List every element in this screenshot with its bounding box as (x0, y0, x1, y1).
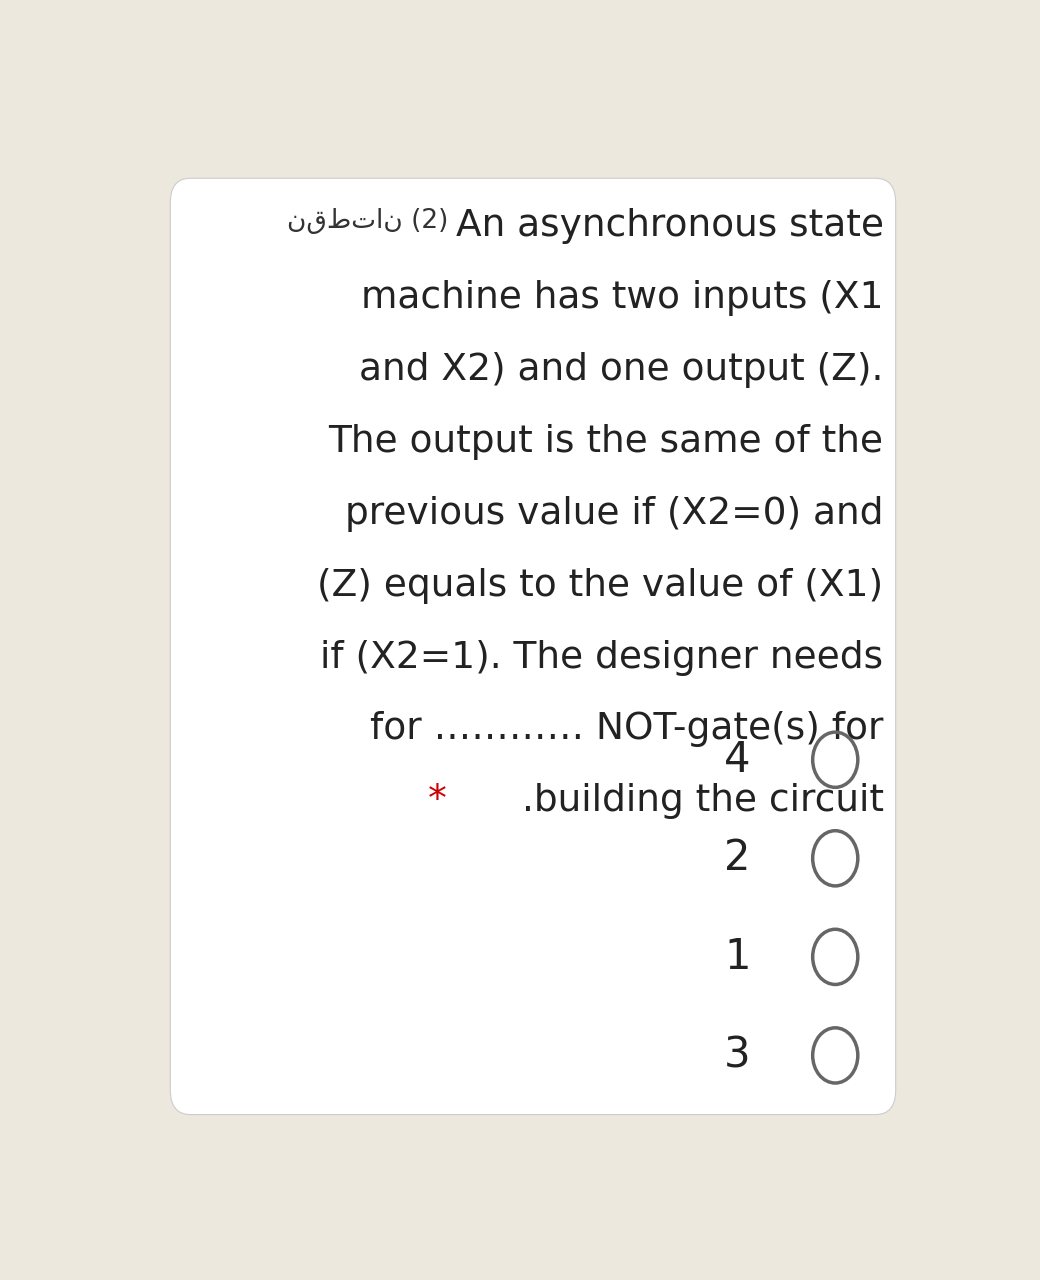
Text: .building the circuit: .building the circuit (522, 783, 884, 819)
Text: (Z) equals to the value of (X1): (Z) equals to the value of (X1) (317, 567, 884, 604)
Text: previous value if (X2=0) and: previous value if (X2=0) and (345, 495, 884, 531)
FancyBboxPatch shape (171, 178, 895, 1115)
Text: An asynchronous state: An asynchronous state (456, 207, 884, 243)
Text: The output is the same of the: The output is the same of the (329, 424, 884, 460)
Text: 4: 4 (724, 739, 751, 781)
Text: and X2) and one output (Z).: and X2) and one output (Z). (359, 352, 884, 388)
Text: for ………… NOT-gate(s) for: for ………… NOT-gate(s) for (370, 712, 884, 748)
Text: machine has two inputs (X1: machine has two inputs (X1 (361, 280, 884, 316)
Text: 2: 2 (724, 837, 751, 879)
Text: نقطتان (2): نقطتان (2) (287, 207, 448, 234)
Text: 1: 1 (724, 936, 751, 978)
Text: *: * (428, 783, 459, 819)
Text: if (X2=1). The designer needs: if (X2=1). The designer needs (320, 640, 884, 676)
Text: 3: 3 (724, 1034, 751, 1076)
